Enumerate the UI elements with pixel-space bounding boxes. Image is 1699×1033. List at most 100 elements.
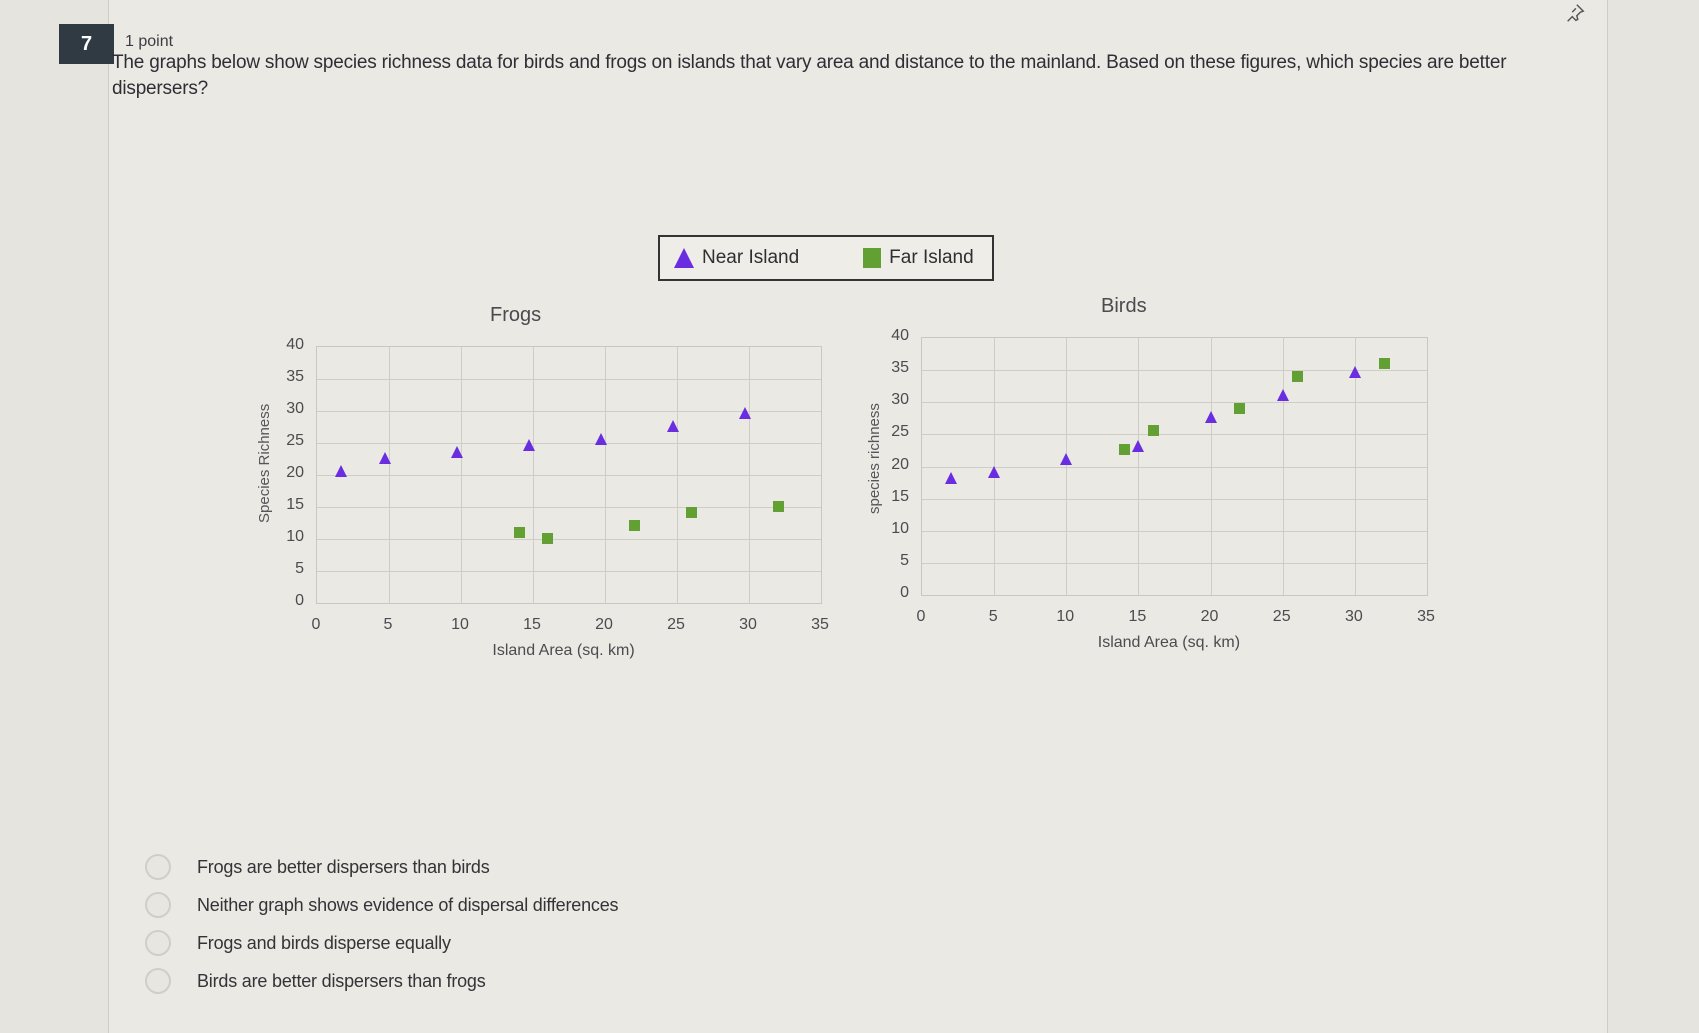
gridline-horizontal [317,411,821,412]
gridline-vertical [605,347,606,603]
choice-0[interactable]: Frogs are better dispersers than birds [145,848,618,886]
gridline-vertical [1066,338,1068,595]
x-tick-label: 35 [1417,608,1435,625]
choice-label: Frogs are better dispersers than birds [197,856,490,877]
near-island-point [1204,411,1217,424]
far-island-point [628,520,640,532]
x-tick-label: 0 [916,608,926,625]
question-number: 7 [59,24,114,64]
question-card [108,0,1608,1033]
y-tick-label: 0 [900,584,909,601]
far-island-point [1147,425,1159,437]
y-tick-label: 20 [286,464,304,481]
near-island-point [988,465,1001,478]
near-island-point [378,452,391,464]
far-island-point [1292,370,1304,382]
y-tick-label: 25 [891,423,909,441]
y-tick-label: 0 [295,592,304,609]
gridline-horizontal [922,466,1427,468]
near-island-point [944,472,957,485]
gridline-horizontal [922,370,1427,372]
x-tick-label: 5 [383,616,393,633]
gridline-horizontal [922,498,1427,500]
gridline-horizontal [317,571,821,572]
x-tick-label: 30 [1344,608,1363,625]
y-tick-label: 35 [891,359,909,377]
x-tick-label: 15 [523,616,541,633]
chart-title: Frogs [490,304,542,326]
y-tick-label: 30 [891,391,909,409]
plot-area [316,346,822,604]
choice-1[interactable]: Neither graph shows evidence of dispersa… [145,886,619,924]
legend-far-label: Far Island [889,247,974,268]
legend-far: Far Island [863,247,974,269]
gridline-vertical [1354,338,1356,595]
radio-button[interactable] [145,892,171,918]
x-tick-label: 10 [451,616,469,633]
gridline-horizontal [317,443,821,444]
x-tick-label: 15 [1128,608,1147,625]
plot-area [921,337,1428,596]
gridline-horizontal [317,475,821,476]
y-tick-label: 40 [286,336,304,353]
y-tick-label: 25 [286,432,304,449]
gridline-horizontal [317,507,821,508]
choice-label: Neither graph shows evidence of dispersa… [197,894,619,915]
x-axis-label: Island Area (sq. km) [492,642,635,659]
x-tick-label: 30 [739,616,757,633]
gridline-horizontal [922,530,1427,532]
far-island-point [1234,402,1246,414]
x-tick-label: 20 [1200,608,1219,625]
legend-near-label: Near Island [702,247,800,268]
gridline-vertical [461,347,462,603]
near-island-point [666,420,679,432]
radio-button[interactable] [145,854,171,880]
y-tick-label: 15 [286,496,304,513]
x-tick-label: 20 [595,616,613,633]
gridline-horizontal [317,539,821,540]
far-island-point [542,533,554,544]
gridline-horizontal [922,402,1427,404]
x-tick-label: 25 [667,616,685,633]
far-island-point [686,507,698,519]
radio-button[interactable] [145,930,171,956]
x-tick-label: 0 [311,616,321,633]
y-tick-label: 5 [295,560,304,577]
far-island-point [1378,357,1390,369]
x-tick-label: 5 [988,608,998,625]
far-island-point [772,501,784,512]
question-points: 1 point [125,33,174,50]
y-axis-label: Species Richness [256,403,273,523]
near-island-point [1060,453,1073,466]
question-prompt: The graphs below show species richness d… [112,52,1507,99]
near-island-point [1348,366,1361,379]
legend-near: Near Island [674,247,799,269]
near-island-point [450,445,463,458]
square-marker-icon [863,248,882,268]
far-island-point [513,526,525,538]
y-tick-label: 40 [891,327,909,344]
gridline-vertical [1138,338,1140,595]
choice-label: Frogs and birds disperse equally [197,932,451,953]
x-tick-label: 10 [1056,608,1075,625]
x-tick-label: 35 [811,616,829,633]
y-tick-label: 30 [286,400,304,417]
gridline-vertical [677,347,678,603]
radio-button[interactable] [145,968,171,994]
choice-2[interactable]: Frogs and birds disperse equally [145,924,618,962]
answer-choices: Frogs are better dispersers than birds N… [145,848,619,1000]
y-tick-label: 15 [891,487,909,505]
y-tick-label: 10 [286,528,304,545]
y-tick-label: 35 [286,368,304,385]
choice-3[interactable]: Birds are better dispersers than frogs [145,962,618,1000]
choice-label: Birds are better dispersers than frogs [197,970,486,991]
y-tick-label: 10 [891,519,909,537]
gridline-vertical [1282,338,1284,595]
near-island-point [1276,388,1289,401]
pin-icon[interactable] [1564,2,1590,28]
gridline-vertical [389,347,390,603]
gridline-vertical [533,347,534,603]
near-island-point [594,432,607,445]
gridline-vertical [749,347,750,603]
gridline-horizontal [317,379,821,380]
